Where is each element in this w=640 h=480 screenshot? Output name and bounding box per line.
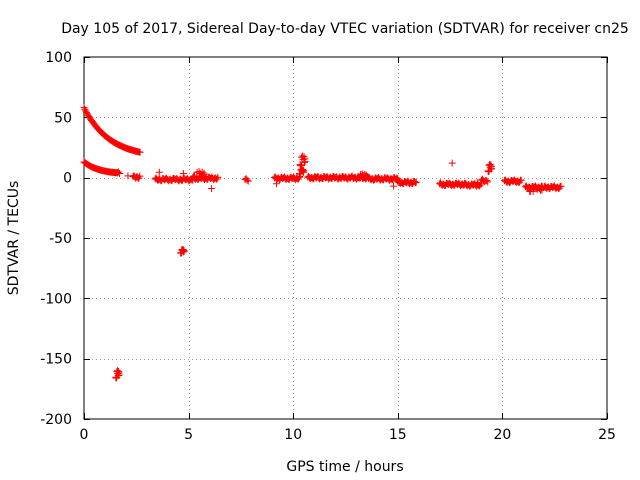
data-points [80, 104, 565, 382]
y-tick-label: 0 [63, 171, 72, 187]
data-point [135, 174, 143, 182]
y-tick-label: -50 [49, 231, 72, 247]
y-tick-label: 100 [45, 50, 72, 66]
x-axis-label: GPS time / hours [286, 459, 403, 475]
y-tick-label: -100 [40, 291, 72, 307]
data-point [213, 175, 221, 183]
data-point [214, 173, 222, 181]
data-point [483, 177, 491, 185]
x-tick-label: 5 [184, 427, 193, 443]
data-point [114, 369, 122, 377]
data-point [115, 371, 123, 379]
data-point [486, 163, 494, 171]
data-point [272, 180, 280, 188]
data-point [180, 248, 188, 256]
data-point [412, 178, 420, 186]
data-point [200, 170, 208, 178]
data-point [298, 153, 306, 161]
x-tick-label: 15 [389, 427, 407, 443]
x-tick-labels: 0 5 10 15 20 25 [80, 427, 616, 443]
y-tick-labels: -200 -150 -100 -50 0 50 100 [40, 50, 72, 428]
data-point [393, 174, 401, 182]
data-point [300, 168, 308, 176]
y-tick-label: -150 [40, 352, 72, 368]
data-point [193, 172, 201, 180]
data-point [295, 172, 303, 180]
data-point [529, 187, 537, 195]
y-tick-label: 50 [54, 110, 72, 126]
data-point [484, 178, 492, 186]
tick-marks [84, 57, 608, 420]
y-axis-label: SDTVAR / TECUs [6, 181, 22, 296]
data-point [136, 172, 144, 180]
data-point [538, 186, 546, 194]
data-point [487, 165, 495, 173]
data-point [473, 178, 481, 186]
data-point [390, 182, 398, 190]
data-point [411, 177, 419, 185]
data-point [155, 168, 163, 176]
x-tick-label: 25 [598, 427, 616, 443]
data-point [517, 176, 525, 184]
data-point [83, 108, 91, 116]
data-point [243, 176, 251, 184]
data-point [301, 158, 309, 166]
data-point [115, 168, 123, 176]
data-point [208, 185, 216, 193]
x-tick-label: 0 [80, 427, 89, 443]
data-point [80, 104, 88, 112]
data-point [124, 172, 132, 180]
data-point [362, 172, 370, 180]
data-point [136, 148, 144, 156]
data-point [116, 169, 124, 177]
data-point [244, 177, 252, 185]
data-point [81, 105, 89, 113]
data-point [448, 159, 456, 167]
x-tick-label: 20 [493, 427, 511, 443]
data-point [356, 173, 364, 181]
data-point [82, 107, 90, 115]
chart-title: Day 105 of 2017, Sidereal Day-to-day VTE… [61, 21, 629, 37]
data-point [557, 182, 565, 190]
grid [84, 57, 607, 419]
data-point [179, 169, 187, 177]
x-tick-label: 10 [284, 427, 302, 443]
y-tick-label: -200 [40, 412, 72, 428]
